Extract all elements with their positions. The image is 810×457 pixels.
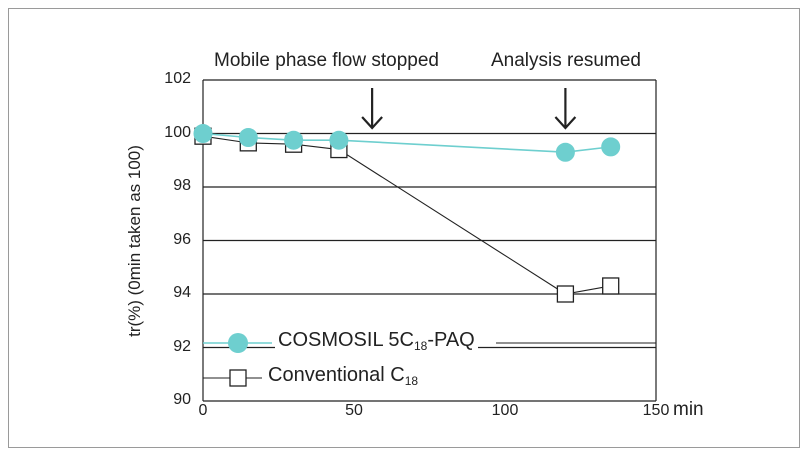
- legend-marker: [228, 333, 248, 353]
- data-point: [284, 130, 304, 150]
- gridlines: [203, 79, 656, 349]
- data-point: [601, 137, 621, 157]
- y-tick-label: 96: [173, 230, 191, 248]
- x-tick-label: 50: [345, 402, 363, 419]
- legend-marks: [203, 333, 656, 387]
- y-tick-label: 102: [164, 70, 191, 87]
- x-axis-label: min: [673, 399, 704, 420]
- data-point: [238, 128, 258, 148]
- series-layer: [193, 124, 621, 303]
- annotation-arrows: [361, 88, 577, 130]
- y-tick-label: 100: [164, 123, 191, 141]
- y-tick-label: 92: [173, 337, 191, 355]
- series-line: [202, 135, 611, 295]
- legend-label-subscript: 18: [404, 374, 419, 388]
- annotation-arrow-head: [554, 116, 577, 130]
- x-tick-label: 0: [198, 402, 208, 419]
- annotation-label: Analysis resumed: [491, 50, 641, 71]
- legend-label: Conventional C18: [265, 364, 422, 388]
- data-point: [555, 142, 575, 162]
- y-tick-label: 94: [173, 284, 191, 301]
- annotation-arrow-head: [361, 116, 383, 130]
- legend-label-main: Conventional C: [268, 364, 405, 386]
- legend-label-main: COSMOSIL 5C: [278, 329, 414, 351]
- annotation-label: Mobile phase flow stopped: [214, 50, 439, 71]
- data-point: [329, 130, 349, 150]
- data-point: [602, 277, 620, 295]
- x-tick-label: 100: [491, 402, 519, 419]
- legend-marker: [229, 369, 247, 387]
- legend-label-subscript: 18: [413, 339, 428, 353]
- x-tick-label: 150: [642, 402, 670, 419]
- y-axis-label: tr(%) (0min taken as 100): [124, 144, 144, 337]
- legend-label: COSMOSIL 5C18-PAQ: [275, 329, 478, 353]
- legend-label-suffix: -PAQ: [427, 329, 475, 351]
- data-point: [556, 285, 575, 303]
- data-point: [193, 124, 213, 143]
- y-tick-label: 90: [173, 391, 191, 408]
- y-tick-label: 98: [173, 177, 191, 194]
